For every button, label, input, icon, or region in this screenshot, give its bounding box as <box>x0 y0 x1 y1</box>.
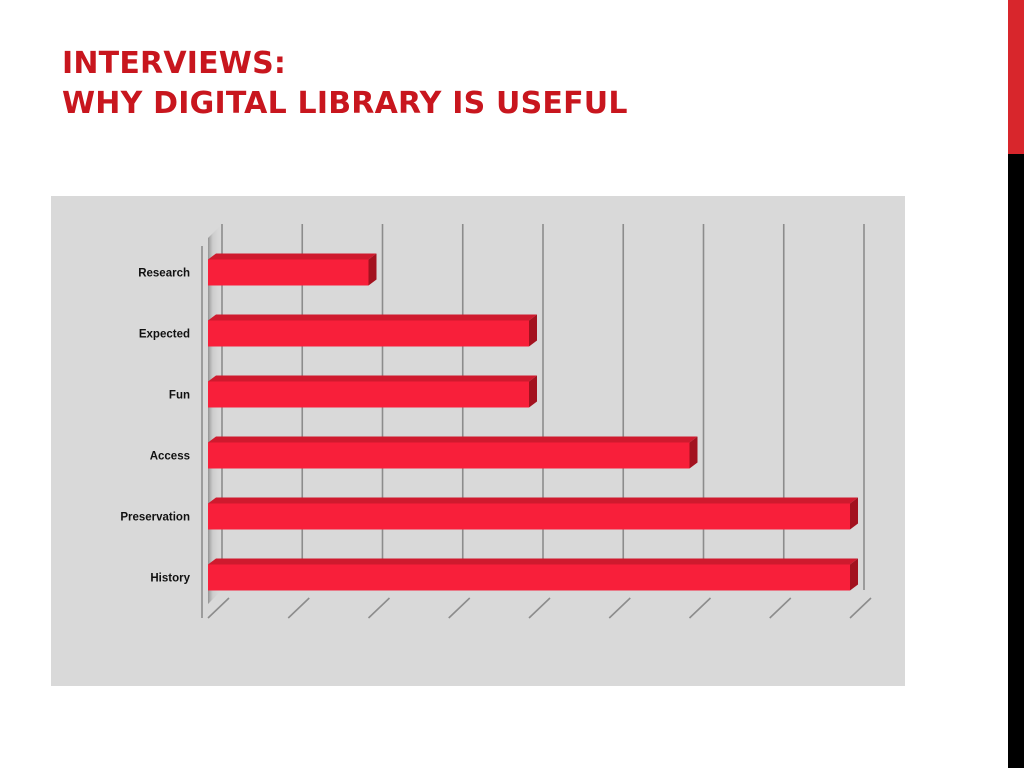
bar-research <box>208 253 377 286</box>
floor-gridline <box>448 597 471 619</box>
floor-gridline <box>769 597 792 619</box>
category-label: Fun <box>169 390 190 402</box>
floor-gridline <box>367 597 391 619</box>
bar-preservation <box>208 497 858 530</box>
bar-fun <box>208 375 537 408</box>
category-label: Research <box>138 268 190 280</box>
floor-gridline <box>207 597 230 619</box>
bar-history <box>208 558 858 591</box>
bar-chart: Research Expected Fun Access Preservation His… <box>120 224 872 619</box>
bar-access <box>208 436 698 469</box>
accent-bar-black <box>1008 154 1024 768</box>
slide-title: INTERVIEWS: WHY DIGITAL LIBRARY IS USEFU… <box>62 44 628 124</box>
category-labels: Research Expected Fun Access Preservation His… <box>120 268 190 585</box>
floor-gridline <box>849 597 872 619</box>
bar-expected <box>208 314 537 347</box>
category-label: Preservation <box>120 512 190 524</box>
category-label: Access <box>150 451 190 463</box>
accent-bar-red <box>1008 0 1024 154</box>
bars <box>208 253 858 591</box>
floor-gridline <box>287 597 310 619</box>
slide-title-line-2: WHY DIGITAL LIBRARY IS USEFUL <box>62 86 628 121</box>
chart-panel: Research Expected Fun Access Preservation His… <box>51 196 905 686</box>
slide-title-line-1: INTERVIEWS: <box>62 46 287 81</box>
category-label: Expected <box>139 329 190 341</box>
floor-gridline <box>608 597 631 619</box>
floor-gridline <box>688 597 712 619</box>
category-label: History <box>150 573 190 585</box>
floor-gridline <box>528 597 551 619</box>
